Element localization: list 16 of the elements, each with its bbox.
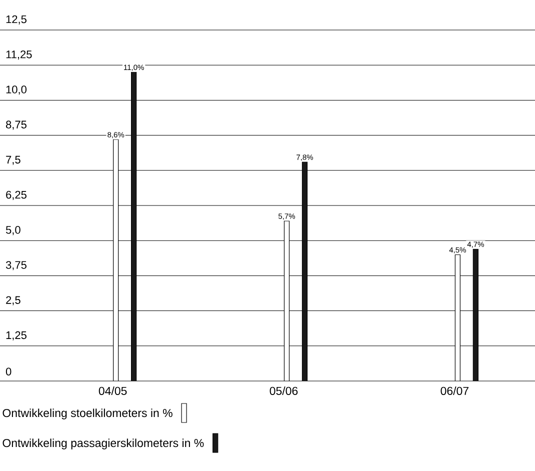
y-tick-label: 6,25: [6, 190, 26, 200]
y-tick-label: 5,0: [6, 226, 20, 236]
y-tick-label: 11,25: [6, 50, 32, 60]
y-tick-label: 7,5: [6, 156, 20, 165]
y-tick-label: 2,5: [6, 296, 20, 306]
legend-label: Ontwikkeling stoelkilometers in %: [2, 408, 172, 420]
y-tick-label: 10,0: [6, 86, 26, 95]
x-tick-label: 04/05: [98, 386, 127, 395]
x-tick-label: 05/06: [270, 386, 298, 395]
y-tick-label: 12,5: [6, 15, 26, 24]
y-tick-label: 0: [6, 368, 12, 376]
y-tick-label: 1,25: [6, 331, 26, 340]
y-tick-label: 8,75: [6, 120, 26, 130]
x-tick-label: 06/07: [440, 386, 468, 395]
legend-label: Ontwikkeling passagierskilometers in %: [2, 438, 204, 450]
y-tick-label: 3,75: [6, 261, 26, 270]
